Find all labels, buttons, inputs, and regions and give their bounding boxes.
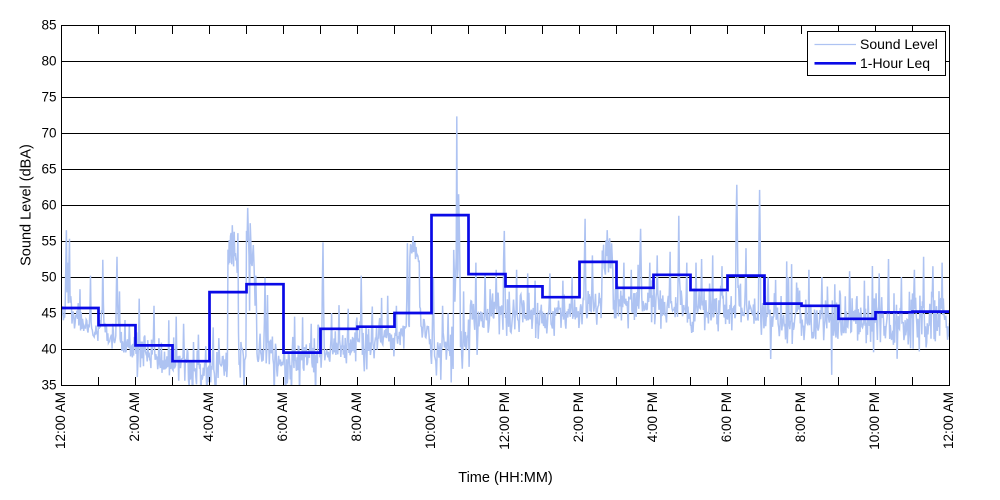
- svg-text:2:00 PM: 2:00 PM: [571, 392, 586, 442]
- svg-text:12:00 PM: 12:00 PM: [497, 392, 512, 450]
- svg-text:40: 40: [41, 342, 56, 357]
- svg-text:45: 45: [41, 306, 56, 321]
- svg-text:4:00 PM: 4:00 PM: [645, 392, 660, 442]
- svg-text:Sound Level: Sound Level: [860, 36, 938, 52]
- svg-text:6:00 PM: 6:00 PM: [719, 392, 734, 442]
- svg-text:10:00 PM: 10:00 PM: [867, 392, 882, 450]
- svg-text:10:00 AM: 10:00 AM: [423, 392, 438, 449]
- svg-text:55: 55: [41, 234, 56, 249]
- svg-text:70: 70: [41, 126, 56, 141]
- svg-text:Time (HH:MM): Time (HH:MM): [458, 470, 553, 486]
- svg-text:12:00 AM: 12:00 AM: [53, 392, 68, 449]
- svg-text:75: 75: [41, 90, 56, 105]
- svg-text:2:00 AM: 2:00 AM: [127, 392, 142, 442]
- svg-text:60: 60: [41, 198, 56, 213]
- svg-text:85: 85: [41, 18, 56, 33]
- svg-text:50: 50: [41, 270, 56, 285]
- svg-text:4:00 AM: 4:00 AM: [201, 392, 216, 442]
- svg-text:8:00 PM: 8:00 PM: [793, 392, 808, 442]
- svg-text:1-Hour Leq: 1-Hour Leq: [860, 55, 930, 71]
- svg-text:8:00 AM: 8:00 AM: [349, 392, 364, 442]
- svg-text:12:00 AM: 12:00 AM: [941, 392, 956, 449]
- svg-text:80: 80: [41, 54, 56, 69]
- svg-text:6:00 AM: 6:00 AM: [275, 392, 290, 442]
- svg-text:Sound Level (dBA): Sound Level (dBA): [19, 144, 35, 266]
- svg-text:65: 65: [41, 162, 56, 177]
- svg-text:35: 35: [41, 378, 56, 393]
